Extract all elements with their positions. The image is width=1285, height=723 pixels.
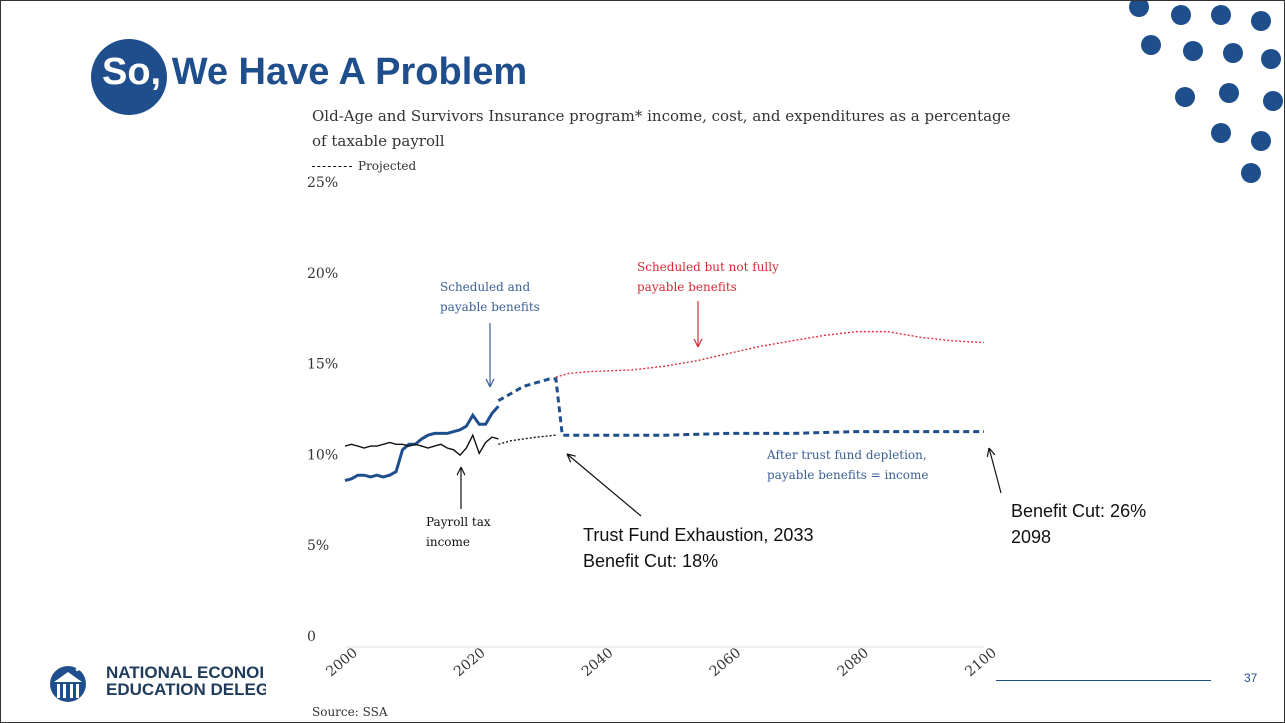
y-tick-label: 20%	[307, 266, 338, 282]
annotation-line: payable benefits	[440, 300, 540, 314]
page-number: 37	[1244, 671, 1258, 685]
annotation-trust-fund-exhaustion: Trust Fund Exhaustion, 2033 Benefit Cut:…	[583, 522, 813, 574]
y-tick-label: 25%	[307, 175, 338, 191]
legend-dashed-line	[312, 166, 352, 167]
nee-logo-icon	[50, 666, 98, 702]
annotation-benefit-cut-2098: Benefit Cut: 26% 2098	[1011, 498, 1146, 550]
annotation-line: Benefit Cut: 26%	[1011, 501, 1147, 521]
title-prefix: So,	[102, 51, 162, 93]
x-tick-label: 2020	[451, 645, 489, 680]
annotation-line: Benefit Cut: 18%	[583, 551, 719, 571]
footer-divider	[996, 680, 1211, 681]
x-tick-label: 2100	[962, 645, 1000, 680]
annotation-line: income	[426, 535, 470, 549]
annotation-line: payable benefits = income	[767, 468, 929, 482]
series-line-2	[555, 331, 985, 378]
slide-title: So, We Have A Problem	[102, 51, 527, 94]
legend-label: Projected	[358, 159, 417, 173]
arrow-scheduled-payable-head	[485, 378, 495, 388]
annotation-line: Scheduled but not fully	[637, 260, 779, 274]
y-tick-label: 5%	[307, 538, 329, 554]
x-tick-label: 2060	[707, 645, 745, 680]
arrow-payroll-tax-head	[456, 466, 466, 476]
y-tick-label: 0	[307, 629, 316, 645]
logo-line-2: EDUCATION DELEGAT	[106, 680, 266, 698]
arrow-benefit-cut-2098	[988, 447, 1002, 494]
series-line-0	[344, 405, 500, 483]
arrow-trust-fund-head	[566, 453, 576, 463]
annotation-line: 2098	[1011, 527, 1052, 547]
annotation-line: Payroll tax	[426, 515, 491, 529]
annotation-scheduled-not-payable: Scheduled but not fully payable benefits	[637, 257, 779, 297]
annotation-payroll-tax: Payroll tax income	[426, 512, 491, 552]
y-tick-label: 10%	[307, 447, 338, 463]
series-line-4	[498, 434, 556, 445]
annotation-line: payable benefits	[637, 280, 737, 294]
chart-title: Old-Age and Survivors Insurance program*…	[312, 107, 1011, 150]
annotation-after-depletion: After trust fund depletion, payable bene…	[767, 445, 928, 485]
x-tick-label: 2000	[323, 645, 361, 680]
annotation-line: Scheduled and	[440, 280, 531, 294]
chart-source: Source: SSA	[312, 705, 388, 719]
arrow-trust-fund	[566, 453, 642, 517]
arrow-benefit-cut-2098-head	[986, 447, 996, 457]
annotation-line: Trust Fund Exhaustion, 2033	[583, 525, 814, 545]
series-line-3	[344, 433, 499, 457]
series-line-1	[497, 377, 984, 437]
logo-text: NATIONAL ECONOI EDUCATION DELEGAT	[106, 664, 266, 698]
title-badge-circle	[91, 39, 167, 115]
y-tick-label: 15%	[307, 357, 338, 373]
annotation-scheduled-payable: Scheduled and payable benefits	[440, 277, 540, 317]
x-tick-label: 2040	[579, 645, 617, 680]
title-main: We Have A Problem	[171, 51, 528, 93]
legend-projected: Projected	[312, 159, 416, 173]
annotation-line: After trust fund depletion,	[767, 448, 927, 462]
x-tick-label: 2080	[834, 645, 872, 680]
arrow-scheduled-not-payable-head	[693, 338, 703, 348]
logo-line-1: NATIONAL ECONOI	[106, 664, 265, 682]
dot-pattern-decoration	[1129, 1, 1283, 183]
